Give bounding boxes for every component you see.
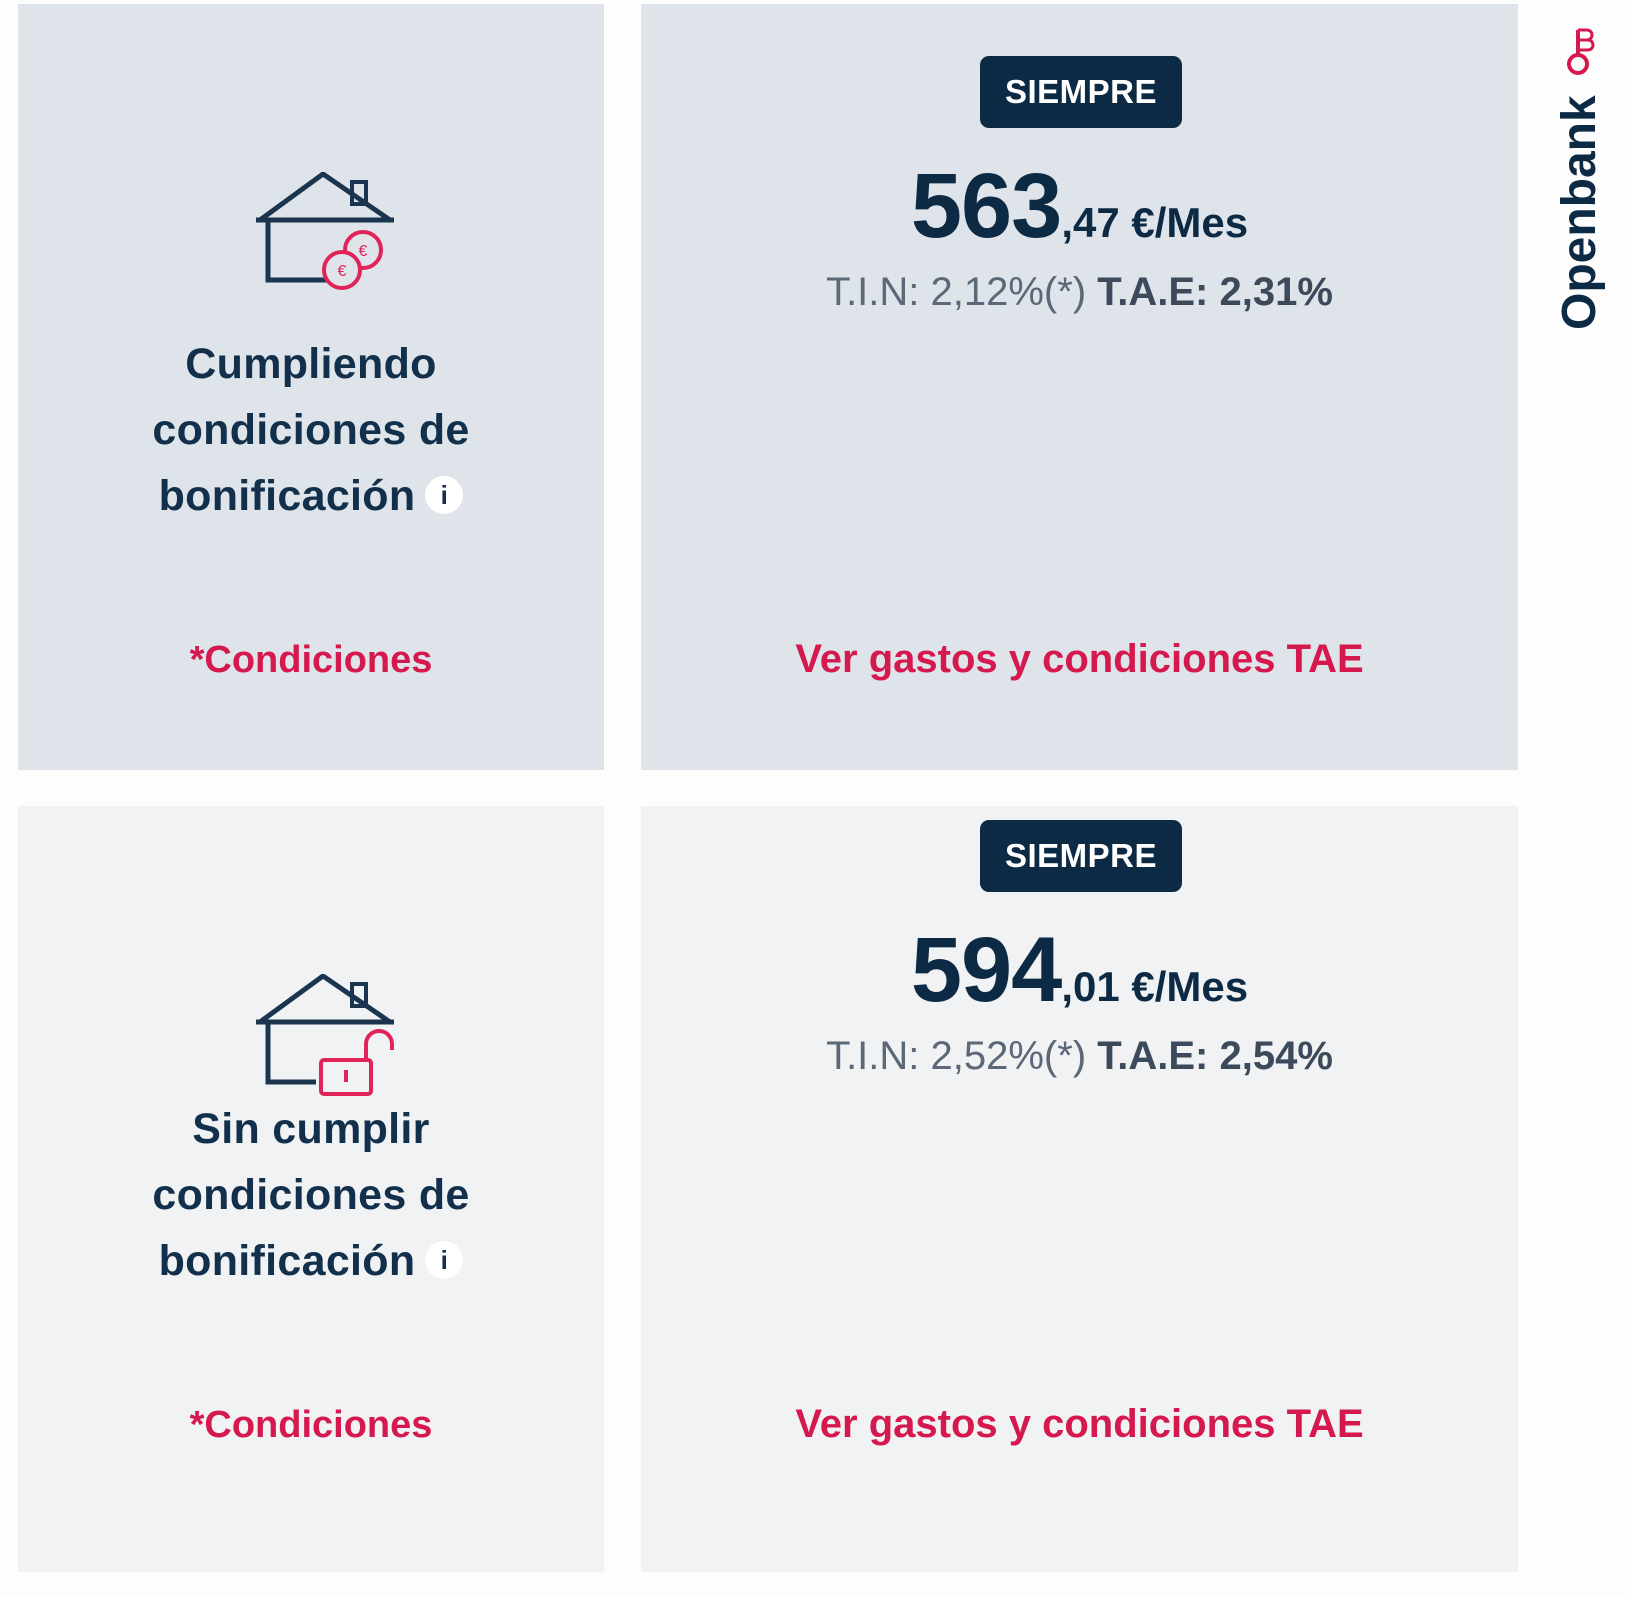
offer-title: Cumpliendo condiciones de bonificación i: [152, 340, 470, 520]
offer-conditions-card-standard: Sin cumplir condiciones de bonificación i…: [18, 806, 604, 1572]
interest-rates: T.I.N: 2,12%(*) T.A.E: 2,31%: [826, 270, 1333, 314]
house-unlocked-icon: [256, 974, 394, 1096]
conditions-link[interactable]: *Condiciones: [189, 639, 433, 681]
monthly-price: 563,47 €/Mes: [910, 155, 1249, 257]
info-icon[interactable]: i: [425, 476, 464, 514]
conditions-link[interactable]: *Condiciones: [189, 1404, 433, 1446]
tae-conditions-link[interactable]: Ver gastos y condiciones TAE: [795, 1402, 1364, 1446]
always-badge: SIEMPRE: [980, 820, 1182, 892]
svg-text:€: €: [359, 243, 368, 260]
openbank-logo: Openbank: [1538, 20, 1618, 330]
info-icon[interactable]: i: [425, 1241, 464, 1279]
svg-text:€: €: [338, 263, 347, 280]
tae-conditions-link[interactable]: Ver gastos y condiciones TAE: [795, 637, 1364, 681]
offer-price-card-standard: SIEMPRE 594,01 €/Mes T.I.N: 2,52%(*) T.A…: [641, 806, 1518, 1572]
offer-title: Sin cumplir condiciones de bonificación i: [152, 1105, 470, 1285]
offer-price-card-bonified: SIEMPRE 563,47 €/Mes T.I.N: 2,12%(*) T.A…: [641, 4, 1518, 770]
house-coins-icon: € €: [256, 172, 394, 290]
always-badge: SIEMPRE: [980, 56, 1182, 128]
monthly-price: 594,01 €/Mes: [910, 919, 1249, 1021]
offer-conditions-card-bonified: € € Cumpliendo condiciones de bonificaci…: [18, 4, 604, 770]
key-icon: [1567, 28, 1595, 75]
brand-name: Openbank: [1553, 95, 1606, 330]
interest-rates: T.I.N: 2,52%(*) T.A.E: 2,54%: [826, 1034, 1333, 1078]
